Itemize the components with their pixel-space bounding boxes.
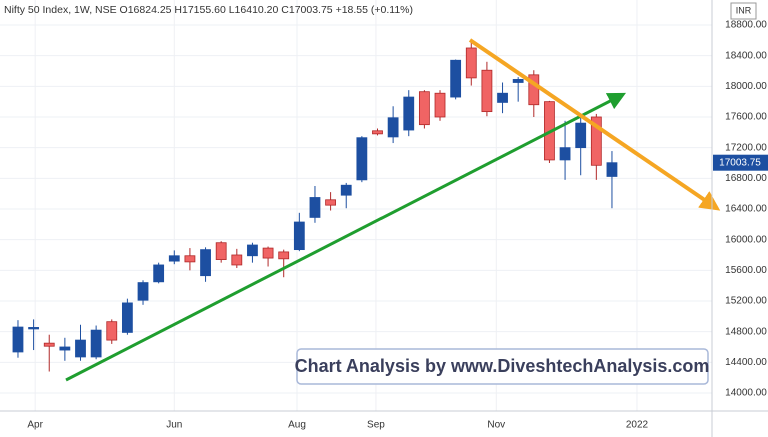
candle-body	[575, 122, 587, 149]
candle-body	[465, 47, 477, 79]
candle-body	[75, 339, 86, 358]
y-tick-label: 16800.00	[725, 173, 767, 184]
candle-body	[12, 326, 24, 353]
candle-body	[262, 247, 274, 259]
y-tick-label: 17200.00	[725, 142, 767, 153]
candle-body	[340, 184, 352, 196]
candle-body	[247, 244, 258, 257]
candle-body	[325, 199, 336, 206]
candle-body	[90, 329, 102, 358]
x-tick-label: Jun	[166, 420, 182, 431]
candle-body	[59, 346, 71, 351]
candle-body	[121, 302, 133, 333]
candle-body	[497, 92, 508, 103]
candle-body	[403, 96, 415, 131]
y-tick-label: 15600.00	[725, 265, 767, 276]
y-tick-label: 18800.00	[725, 20, 767, 31]
support-trendline	[65, 92, 627, 382]
x-tick-label: Aug	[288, 420, 306, 431]
candle-body	[590, 116, 602, 166]
chart-title: Nifty 50 Index, 1W, NSE O16824.25 H17155…	[4, 4, 413, 16]
candle-body	[418, 91, 430, 126]
candle-body	[43, 342, 55, 347]
y-tick-label: 14400.00	[725, 357, 767, 368]
y-tick-label: 16400.00	[725, 204, 767, 215]
last-price-label: 17003.75	[719, 157, 761, 168]
x-tick-label: Nov	[487, 420, 505, 431]
y-tick-label: 14800.00	[725, 326, 767, 337]
candle-body	[309, 197, 321, 218]
candle-body	[387, 117, 399, 138]
candle-body	[231, 254, 243, 266]
candle-body	[28, 327, 40, 330]
y-tick-label: 14000.00	[725, 388, 767, 399]
candle-body	[434, 92, 446, 118]
y-tick-label: 16000.00	[725, 234, 767, 245]
candle-body	[356, 137, 368, 181]
y-tick-label: 17600.00	[725, 112, 767, 123]
candle-body	[106, 321, 118, 341]
candle-body	[168, 255, 180, 262]
candle-body	[512, 79, 524, 83]
candle-body	[293, 221, 305, 251]
currency-label: INR	[736, 5, 752, 15]
y-tick-label: 18400.00	[725, 50, 767, 61]
y-tick-label: 15200.00	[725, 296, 767, 307]
candle-body	[137, 282, 149, 301]
candle-body	[278, 251, 290, 260]
watermark-text: Chart Analysis by www.DiveshtechAnalysis…	[295, 356, 710, 376]
candle-body	[481, 69, 493, 113]
candle-body	[450, 59, 462, 98]
watermark-box	[296, 348, 709, 385]
x-tick-label: 2022	[626, 420, 649, 431]
grid	[0, 0, 712, 411]
candles	[12, 40, 618, 372]
x-tick-label: Apr	[27, 420, 43, 431]
candle-body	[215, 242, 227, 260]
last-price-box	[713, 154, 768, 171]
y-tick-label: 18000.00	[725, 81, 767, 92]
candle-body	[200, 249, 211, 277]
currency-box	[730, 2, 757, 20]
candle-body	[184, 255, 196, 263]
candle-body	[606, 162, 618, 177]
candle-body	[153, 264, 165, 283]
candle-body	[372, 130, 383, 135]
candle-body	[528, 74, 540, 106]
candle-body	[559, 147, 571, 161]
resistance-trendline	[468, 38, 721, 211]
x-tick-label: Sep	[367, 420, 385, 431]
